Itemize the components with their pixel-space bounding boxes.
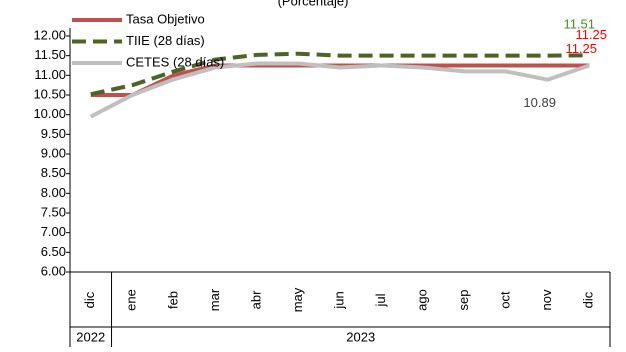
x-tick-label: oct xyxy=(498,291,513,309)
series-line xyxy=(90,63,590,97)
y-tick-label: 6.50 xyxy=(41,244,66,259)
y-tick-label: 8.00 xyxy=(41,185,66,200)
x-tick-label: jun xyxy=(331,291,346,309)
y-tick-label: 10.50 xyxy=(33,86,66,101)
x-tick-label: abr xyxy=(248,290,263,309)
x-tick-label: feb xyxy=(165,291,180,309)
x-tick-label: jul xyxy=(373,293,388,307)
y-tick-label: 9.00 xyxy=(41,145,66,160)
data-label: 10.89 xyxy=(523,95,556,110)
group-label: 2022 xyxy=(76,329,105,344)
data-label: 11.25 xyxy=(565,41,597,56)
x-tick-label: nov xyxy=(539,289,554,310)
y-tick-label: 11.50 xyxy=(34,47,66,62)
group-label: 2023 xyxy=(346,329,375,344)
y-tick-label: 7.00 xyxy=(41,224,66,239)
y-tick-label: 10.00 xyxy=(33,106,66,121)
x-tick-label: may xyxy=(290,287,305,312)
y-tick-label: 11.00 xyxy=(34,67,66,82)
data-label: 11.51 xyxy=(563,17,595,32)
legend-label: CETES (28 días) xyxy=(126,54,224,69)
x-tick-label: ago xyxy=(415,289,430,311)
data-label: 11.25 xyxy=(575,27,607,42)
y-tick-label: 12.00 xyxy=(33,27,66,42)
chart-subtitle: (Porcentaje) xyxy=(278,0,349,8)
y-tick-label: 9.50 xyxy=(41,126,66,141)
y-tick-label: 6.00 xyxy=(41,263,66,278)
x-tick-label: dic xyxy=(581,291,596,308)
x-tick-label: dic xyxy=(82,291,97,308)
legend-label: Tasa Objetivo xyxy=(126,11,205,26)
x-tick-label: ene xyxy=(124,289,139,311)
series-line xyxy=(89,61,590,119)
x-tick-label: mar xyxy=(207,288,222,311)
x-tick-label: sep xyxy=(456,290,471,311)
y-tick-label: 8.50 xyxy=(41,165,66,180)
series-line xyxy=(90,51,590,97)
y-tick-label: 7.50 xyxy=(41,204,66,219)
legend-label: TIIE (28 días) xyxy=(126,33,205,48)
